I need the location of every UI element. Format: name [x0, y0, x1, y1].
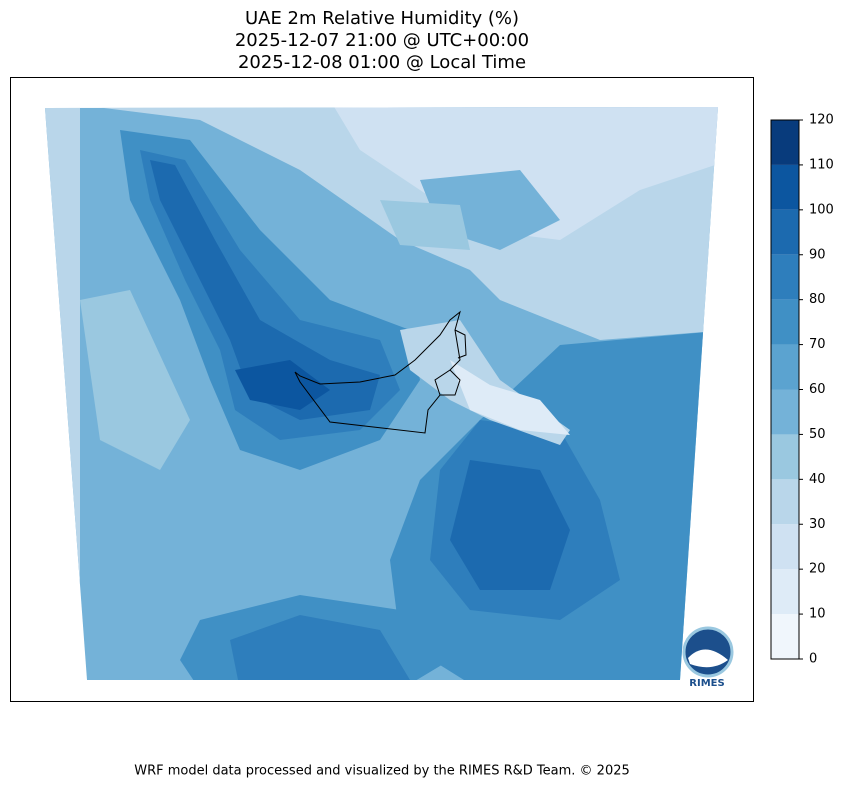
colorbar-tick-label: 60 — [809, 382, 826, 397]
colorbar-tick-label: 20 — [809, 562, 826, 577]
colorbar-segment — [771, 569, 799, 615]
colorbar-segment — [771, 254, 799, 300]
colorbar-segment — [771, 164, 799, 210]
colorbar-tick-label: 120 — [809, 113, 834, 128]
colorbar-segment — [771, 389, 799, 435]
colorbar-tick-label: 80 — [809, 292, 826, 307]
colorbar-tick-label: 100 — [809, 202, 834, 217]
colorbar-tick-label: 30 — [809, 517, 826, 532]
logo: RIMES — [682, 626, 734, 689]
colorbar-segment — [771, 209, 799, 255]
colorbar-segment — [771, 299, 799, 345]
colorbar-segment — [771, 614, 799, 659]
humidity-field — [45, 107, 718, 680]
colorbar: 0 10 20 30 40 50 60 70 80 90 100 110 120 — [770, 113, 834, 667]
colorbar-tick-label: 50 — [809, 427, 826, 442]
footer: WRF model data processed and visualized … — [134, 764, 630, 779]
logo-text: RIMES — [689, 678, 724, 689]
colorbar-segment — [771, 344, 799, 390]
colorbar-tick-label: 10 — [809, 607, 826, 622]
title-line: 2025-12-07 21:00 @ UTC+00:00 — [235, 30, 529, 51]
title-line: 2025-12-08 01:00 @ Local Time — [238, 52, 526, 73]
colorbar-segment — [771, 120, 799, 165]
title-line: UAE 2m Relative Humidity (%) — [245, 8, 519, 29]
colorbar-tick-label: 90 — [809, 247, 826, 262]
colorbar-tick-label: 70 — [809, 337, 826, 352]
colorbar-tick-label: 0 — [809, 652, 817, 667]
colorbar-segment — [771, 524, 799, 570]
colorbar-segment — [771, 434, 799, 480]
colorbar-tick-label: 40 — [809, 472, 826, 487]
colorbar-segment — [771, 479, 799, 525]
uae-border — [294, 310, 467, 434]
colorbar-tick-label: 110 — [809, 157, 834, 172]
